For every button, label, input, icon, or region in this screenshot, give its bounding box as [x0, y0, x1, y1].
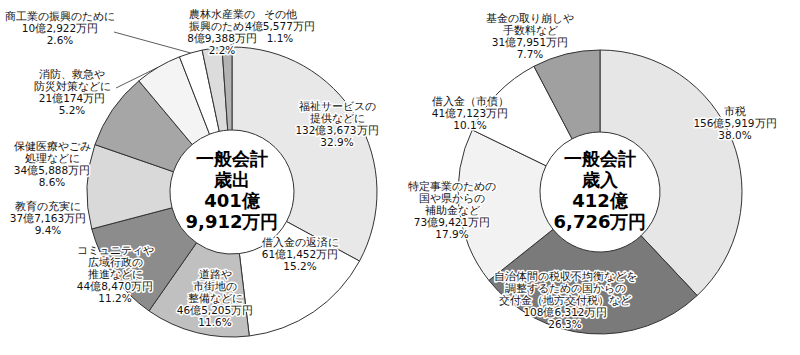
value-label: 8.6%	[39, 176, 66, 188]
value-label: 2.6%	[47, 34, 74, 46]
category-label: 道路や市街地の整備などに	[188, 268, 243, 304]
slice	[222, 47, 232, 130]
value-label: 2.2%	[209, 44, 236, 56]
amount-label: 108億6,312万円	[523, 306, 606, 318]
slice-label: 消防、救急や防災対策などに21億174万円5.2%	[34, 68, 111, 116]
category-label: 自治体間の税収不均衡などを調整するための国からの交付金（地方交付税）など	[494, 270, 637, 306]
amount-label: 156億5,919万円	[693, 117, 776, 129]
leader-line	[116, 67, 158, 88]
value-label: 26.3%	[548, 318, 581, 330]
slice-label: 自治体間の税収不均衡などを調整するための国からの交付金（地方交付税）など108億…	[494, 270, 637, 330]
amount-label: 4億5,577万円	[245, 20, 315, 32]
slice-label: 基金の取り崩しや手数料など31億7,951万円7.7%	[486, 12, 574, 60]
category-label: 特定事業のための国や県からの補助金など	[408, 180, 496, 216]
value-label: 7.7%	[517, 48, 544, 60]
category-label: 商工業の振興のために	[5, 10, 115, 22]
chart-title: 一般会計歳出	[196, 148, 268, 190]
slice-label: 福祉サービスの提供などに132億3,673万円32.9%	[295, 100, 378, 148]
slice-label: コミュニティや広域行政の推進などに44億8,470万円11.2%	[77, 244, 154, 304]
category-label: 消防、救急や防災対策などに	[34, 68, 111, 92]
category-label: 教育の充実に	[15, 200, 81, 212]
category-label: 市税	[724, 105, 746, 117]
amount-label: 10億2,922万円	[22, 22, 98, 34]
amount-label: 44億8,470万円	[77, 280, 153, 292]
value-label: 9.4%	[35, 224, 62, 236]
slice-label: 借入金（市債）41億7,123万円10.1%	[432, 95, 509, 131]
slice-label: 道路や市街地の整備などに46億5,205万円11.6%	[177, 268, 253, 328]
category-label: 借入金（市債）	[432, 95, 509, 107]
category-label: その他	[264, 8, 297, 20]
donut-chart: 福祉サービスの提供などに132億3,673万円32.9% 借入金の返済に61億1,…	[5, 8, 379, 337]
slice-label: その他4億5,577万円1.1%	[245, 8, 315, 44]
chart-total: 412億6,726万円	[554, 190, 647, 232]
slice-label: 教育の充実に37億7,163万円9.4%	[10, 200, 86, 236]
category-label: 基金の取り崩しや手数料など	[486, 12, 574, 36]
slice-label: 商工業の振興のために10億2,922万円2.6%	[5, 10, 115, 46]
amount-label: 8億9,388万円	[187, 32, 257, 44]
amount-label: 31億7,951万円	[492, 36, 568, 48]
slice-label: 市税156億5,919万円38.0%	[693, 105, 776, 141]
value-label: 5.2%	[59, 104, 86, 116]
donut-chart: 市税156億5,919万円38.0% 自治体間の税収不均衡などを調整するための国か…	[408, 12, 777, 334]
slice	[239, 222, 359, 336]
slices	[87, 47, 377, 337]
amount-label: 21億174万円	[39, 92, 105, 104]
amount-label: 37億7,163万円	[10, 212, 86, 224]
value-label: 15.2%	[283, 260, 316, 272]
amount-label: 34億5,888万円	[14, 164, 90, 176]
value-label: 1.1%	[267, 32, 294, 44]
category-label: 福祉サービスの提供などに	[299, 100, 376, 124]
value-label: 11.2%	[98, 292, 131, 304]
category-label: 借入金の返済に	[262, 236, 339, 248]
value-label: 32.9%	[320, 136, 353, 148]
value-label: 10.1%	[453, 119, 486, 131]
slice	[534, 50, 600, 139]
leader-line	[114, 32, 191, 53]
amount-label: 73億9,421万円	[414, 216, 490, 228]
amount-label: 132億3,673万円	[295, 124, 378, 136]
amount-label: 46億5,205万円	[177, 304, 253, 316]
amount-label: 61億1,452万円	[262, 248, 338, 260]
slice-label: 保健医療やごみ処理などに34億5,888万円8.6%	[14, 140, 91, 188]
slice-label: 借入金の返済に61億1,452万円15.2%	[262, 236, 339, 272]
category-label: コミュニティや広域行政の推進などに	[77, 244, 154, 280]
figure: 福祉サービスの提供などに132億3,673万円32.9% 借入金の返済に61億1,…	[0, 0, 800, 355]
value-label: 38.0%	[718, 129, 751, 141]
slice-label: 農林水産業の振興のために8億9,388万円2.2%	[187, 8, 257, 56]
chart-total: 401億9,912万円	[186, 190, 279, 232]
category-label: 保健医療やごみ処理などに	[14, 140, 91, 164]
chart-title: 一般会計歳入	[564, 148, 636, 190]
amount-label: 41億7,123万円	[432, 107, 508, 119]
slices	[458, 50, 742, 334]
value-label: 17.9%	[435, 228, 468, 240]
slice-label: 特定事業のための国や県からの補助金など73億9,421万円17.9%	[408, 180, 496, 240]
value-label: 11.6%	[198, 316, 231, 328]
